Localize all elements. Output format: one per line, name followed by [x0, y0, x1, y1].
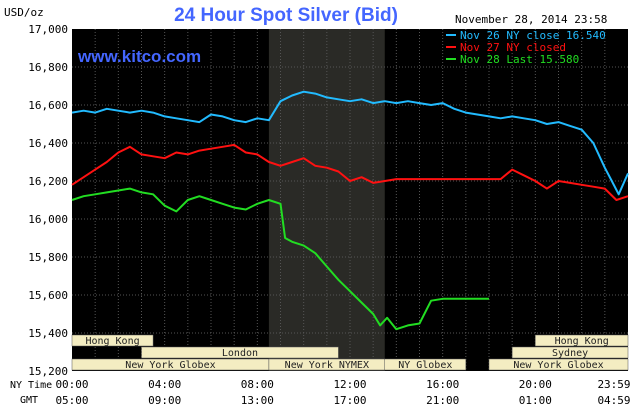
x-axis-gmt-label: GMT [20, 395, 38, 406]
market-band [71, 334, 154, 347]
x-tick-label-ny: 20:00 [519, 378, 552, 391]
y-tick-label: 15,400 [28, 327, 68, 340]
market-label: Sydney [552, 348, 588, 359]
market-label: New York NYMEX [285, 360, 369, 371]
series-line-1 [71, 90, 629, 196]
market-band [141, 346, 339, 359]
y-tick-label: 16,200 [28, 175, 68, 188]
x-tick-label-gmt: 05:00 [55, 394, 88, 407]
series-line-2 [71, 143, 629, 201]
x-tick-label-gmt: 01:00 [519, 394, 552, 407]
y-tick-label: 15,800 [28, 251, 68, 264]
x-tick-label-ny: 16:00 [426, 378, 459, 391]
market-label: NY Globex [398, 360, 452, 371]
series-line-3 [71, 187, 489, 331]
x-tick-label-ny: 00:00 [55, 378, 88, 391]
legend-item: Nov 27 NY closed [460, 41, 566, 54]
y-tick-label: 16,000 [28, 213, 68, 226]
y-tick-label: 15,600 [28, 289, 68, 302]
x-tick-label-gmt: 21:00 [426, 394, 459, 407]
x-tick-label-ny: 23:59 [597, 378, 630, 391]
x-tick-label-ny: 08:00 [241, 378, 274, 391]
legend-item: Nov 28 Last 15.580 [460, 53, 579, 66]
y-tick-label: 16,400 [28, 137, 68, 150]
y-axis-ticks: 17,000 16,800 16,600 16,400 16,200 16,000 15,8… [28, 23, 68, 378]
y-axis-unit-label: USD/oz [4, 6, 44, 19]
chart-title: 24 Hour Spot Silver (Bid) [174, 5, 398, 26]
x-axis-ticks: 00:00 05:00 04:00 09:00 08:00 13:00 12:00 17:00… [55, 378, 630, 407]
chart-date: November 28, 2014 23:58 [455, 13, 607, 26]
y-tick-label: 15,200 [28, 365, 68, 378]
y-tick-label: 16,800 [28, 61, 68, 74]
x-tick-label-gmt: 09:00 [148, 394, 181, 407]
market-label: London [222, 348, 258, 359]
price-series [71, 90, 629, 331]
market-label: Hong Kong [555, 336, 609, 347]
market-band [535, 334, 629, 347]
legend-item: Nov 26 NY close 16.540 [460, 29, 606, 42]
market-band [511, 346, 629, 359]
market-label: Hong Kong [85, 336, 139, 347]
market-label: New York Globex [125, 360, 215, 371]
x-axis-ny-label: NY Time [10, 380, 52, 391]
y-tick-label: 16,600 [28, 99, 68, 112]
y-tick-label: 17,000 [28, 23, 68, 36]
market-label: New York Globex [513, 360, 603, 371]
grid-lines [72, 29, 628, 371]
market-band [488, 358, 629, 371]
x-tick-label-ny: 04:00 [148, 378, 181, 391]
x-tick-label-gmt: 17:00 [333, 394, 366, 407]
x-tick-label-gmt: 04:59 [597, 394, 630, 407]
watermark: www.kitco.com [77, 47, 201, 66]
market-band [384, 358, 467, 371]
x-tick-label-ny: 12:00 [333, 378, 366, 391]
x-tick-label-gmt: 13:00 [241, 394, 274, 407]
